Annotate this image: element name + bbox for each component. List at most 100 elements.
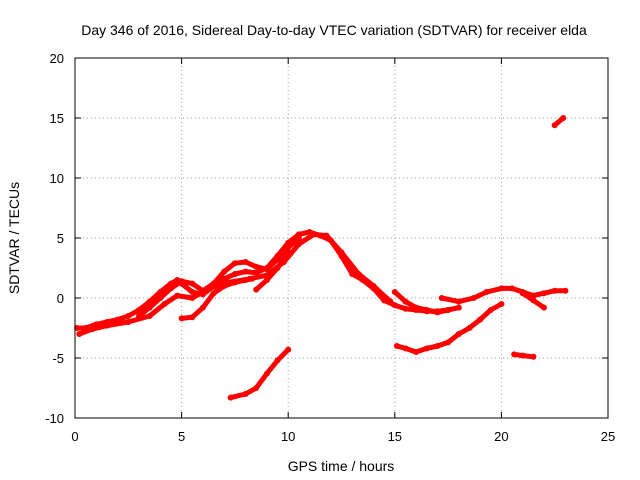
data-point: [167, 285, 174, 292]
data-point: [263, 370, 270, 377]
data-point: [295, 235, 302, 241]
data-point: [519, 352, 526, 359]
data-point: [393, 343, 400, 349]
data-point: [227, 394, 234, 401]
data-point: [423, 307, 430, 313]
data-point: [445, 339, 452, 346]
data-point: [189, 280, 196, 287]
chart-title: Day 346 of 2016, Sidereal Day-to-day VTE…: [81, 22, 587, 38]
data-point: [498, 285, 505, 292]
data-point: [89, 326, 96, 333]
data-point: [221, 283, 228, 289]
data-point: [146, 304, 153, 311]
data-point: [221, 268, 228, 275]
data-point: [562, 287, 569, 294]
data-point: [178, 278, 185, 285]
data-point: [249, 275, 255, 282]
data-point: [310, 231, 317, 238]
data-point: [74, 325, 81, 331]
data-point: [285, 346, 292, 353]
data-point: [263, 266, 270, 273]
data-point: [221, 275, 228, 282]
x-tick-label: 20: [494, 429, 508, 444]
y-tick-label: 5: [57, 231, 64, 246]
x-tick-label: 5: [178, 429, 185, 444]
data-point: [274, 357, 281, 364]
data-point: [483, 289, 490, 295]
data-point: [434, 343, 441, 349]
y-tick-label: 10: [50, 171, 64, 186]
data-point: [242, 277, 249, 283]
data-point: [174, 292, 181, 299]
y-tick-label: -10: [45, 411, 64, 426]
data-point: [541, 290, 547, 297]
y-tick-label: 15: [50, 111, 64, 126]
data-point: [285, 249, 292, 256]
data-point: [242, 391, 249, 397]
data-point: [274, 265, 281, 271]
series-track-3: [136, 235, 302, 319]
data-point: [161, 301, 168, 307]
data-point: [530, 353, 537, 360]
y-tick-label: -5: [52, 351, 64, 366]
series-track-5: [253, 249, 291, 293]
data-point: [402, 345, 409, 352]
y-axis-label: SDTVAR / TECUs: [6, 182, 22, 294]
data-point: [136, 307, 142, 313]
data-point: [242, 259, 249, 265]
data-point: [509, 285, 516, 292]
data-point: [477, 316, 484, 323]
data-point: [470, 295, 477, 301]
data-point: [349, 271, 356, 277]
data-point: [157, 295, 164, 301]
x-tick-label: 10: [281, 429, 295, 444]
data-point: [413, 349, 420, 355]
data-point: [560, 115, 567, 121]
data-point: [274, 256, 281, 263]
data-point: [438, 295, 445, 301]
data-point: [210, 290, 217, 297]
data-point: [434, 309, 441, 316]
data-point: [355, 271, 362, 277]
data-point: [455, 331, 462, 337]
data-point: [323, 232, 330, 239]
data-point: [231, 260, 238, 267]
data-point: [253, 263, 260, 270]
data-point: [370, 283, 377, 289]
plot-frame: [74, 57, 609, 419]
x-tick-label: 25: [601, 429, 615, 444]
data-point: [455, 298, 462, 305]
y-tick-label: 0: [57, 291, 64, 306]
data-point: [76, 331, 83, 337]
grid-lines: [75, 58, 608, 418]
data-point: [263, 277, 270, 283]
data-point: [445, 307, 452, 313]
data-point: [541, 304, 547, 311]
x-tick-label: 15: [388, 429, 402, 444]
data-point: [498, 301, 505, 307]
data-point: [253, 385, 260, 391]
x-axis-label: GPS time / hours: [288, 458, 395, 474]
data-point: [189, 289, 196, 295]
data-point: [551, 287, 558, 294]
data-point: [391, 289, 398, 295]
data-point: [189, 314, 196, 321]
data-point: [146, 313, 153, 319]
data-point: [210, 280, 217, 287]
data-point: [387, 298, 394, 305]
data-point: [402, 298, 409, 305]
data-point: [519, 290, 526, 297]
data-point: [551, 122, 558, 129]
data-point: [178, 315, 185, 322]
data-point: [391, 302, 398, 309]
data-point: [402, 305, 409, 312]
data-point: [455, 304, 462, 311]
data-point: [104, 322, 110, 329]
data-point: [125, 319, 132, 325]
data-point: [253, 286, 260, 293]
data-point: [413, 304, 420, 311]
series-layer: [74, 115, 569, 401]
data-point: [285, 244, 292, 251]
data-point: [231, 279, 238, 286]
